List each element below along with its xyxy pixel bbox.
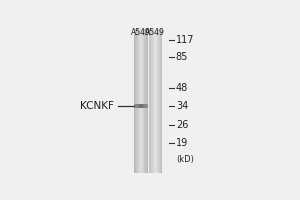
Bar xyxy=(151,29,152,173)
Text: A549: A549 xyxy=(145,28,165,37)
Bar xyxy=(134,29,135,173)
Bar xyxy=(145,29,146,173)
Bar xyxy=(147,29,148,173)
Text: KCNKF: KCNKF xyxy=(80,101,114,111)
Bar xyxy=(146,29,148,173)
Bar xyxy=(140,29,141,173)
Bar xyxy=(160,29,161,173)
Text: (kD): (kD) xyxy=(176,155,194,164)
Bar xyxy=(146,29,147,173)
Bar xyxy=(141,104,142,108)
Bar xyxy=(157,29,158,173)
Bar xyxy=(158,29,159,173)
Bar xyxy=(152,29,153,173)
Bar xyxy=(161,29,162,173)
Bar xyxy=(136,104,137,108)
Bar xyxy=(144,29,145,173)
Bar xyxy=(140,104,142,108)
Bar xyxy=(153,29,154,173)
Bar xyxy=(140,104,141,108)
Bar xyxy=(139,104,140,108)
Bar xyxy=(153,29,154,173)
Bar xyxy=(141,29,142,173)
Bar xyxy=(157,29,158,173)
Bar xyxy=(143,29,144,173)
Bar xyxy=(145,29,146,173)
Bar xyxy=(142,29,143,173)
Bar xyxy=(139,29,140,173)
Bar xyxy=(160,29,161,173)
Bar xyxy=(134,104,135,108)
Bar xyxy=(155,29,156,173)
Bar xyxy=(137,29,138,173)
Text: 26: 26 xyxy=(176,120,188,130)
Text: 19: 19 xyxy=(176,138,188,148)
Bar xyxy=(138,104,139,108)
Bar xyxy=(135,29,136,173)
Bar xyxy=(145,104,146,108)
Bar xyxy=(148,29,149,173)
Bar xyxy=(138,29,139,173)
Text: 85: 85 xyxy=(176,52,188,62)
Bar xyxy=(143,104,145,108)
Bar xyxy=(151,29,152,173)
Bar xyxy=(159,29,160,173)
Bar xyxy=(144,104,145,108)
Bar xyxy=(149,29,150,173)
Text: 117: 117 xyxy=(176,35,194,45)
Bar xyxy=(146,104,147,108)
Text: A549: A549 xyxy=(130,28,150,37)
Bar xyxy=(142,104,143,108)
Bar xyxy=(136,29,137,173)
Bar xyxy=(137,29,138,173)
Bar xyxy=(154,29,155,173)
Bar xyxy=(150,29,151,173)
Bar xyxy=(135,104,136,108)
Text: 34: 34 xyxy=(176,101,188,111)
Bar xyxy=(154,29,155,173)
Bar xyxy=(147,104,148,108)
Text: 48: 48 xyxy=(176,83,188,93)
Bar xyxy=(137,104,138,108)
Bar xyxy=(159,29,160,173)
Bar xyxy=(135,29,136,173)
Bar xyxy=(156,29,157,173)
